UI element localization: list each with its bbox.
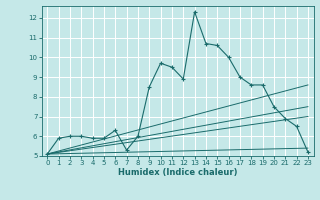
- X-axis label: Humidex (Indice chaleur): Humidex (Indice chaleur): [118, 168, 237, 177]
